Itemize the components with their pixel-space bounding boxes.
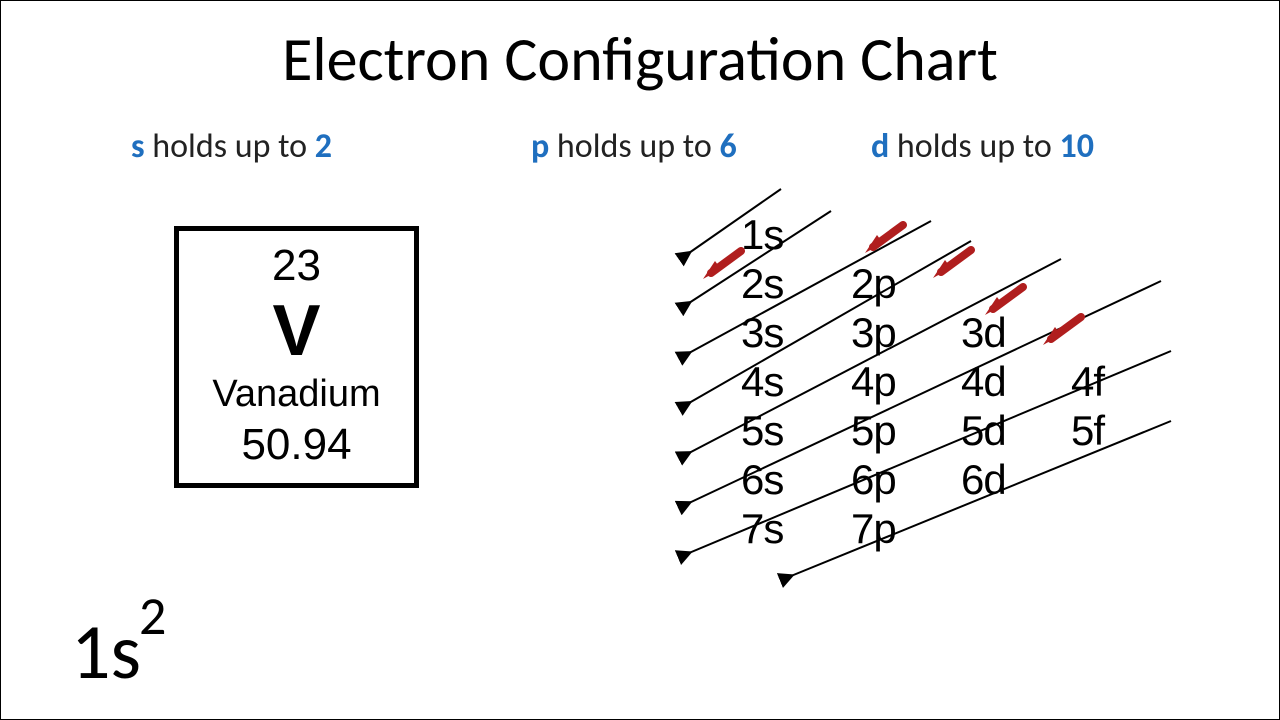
orbital-label: 3d [961,309,1006,357]
subshell-cap-p: 6 [719,126,736,167]
config-base: 1s [71,604,141,699]
page-title: Electron Configuration Chart [1,21,1279,97]
orbital-label: 3s [741,309,783,357]
element-mass: 50.94 [179,420,414,470]
orbital-label: 2p [851,260,896,308]
orbital-label: 5d [961,407,1006,455]
element-box: 23 V Vanadium 50.94 [174,226,419,488]
element-atomic-number: 23 [179,241,414,291]
subshell-text-s: holds up to [145,126,315,167]
orbital-label: 2s [741,260,783,308]
subshell-info-d: d holds up to 10 [871,126,1094,167]
subshell-letter-s: s [131,126,145,167]
orbital-label: 5f [1071,407,1104,455]
aufbau-diagram: 1s2s 2p 3s 3p 3d 4s 4p 4d 4f 5s 5p 5d 5f 6s 6p 6d 7s 7p [701,211,1201,591]
orbital-label: 4p [851,358,896,406]
element-name: Vanadium [179,373,414,416]
subshell-cap-s: 2 [315,126,332,167]
orbital-label: 5s [741,407,783,455]
subshell-cap-d: 10 [1059,126,1093,167]
orbital-label: 3p [851,309,896,357]
orbital-label: 4s [741,358,783,406]
config-exponent: 2 [139,583,166,649]
orbital-label: 4d [961,358,1006,406]
orbital-label: 1s [741,211,783,259]
element-symbol: V [179,295,414,367]
subshell-letter-p: p [531,126,549,167]
orbital-label: 6s [741,456,783,504]
orbital-label: 4f [1071,358,1104,406]
orbital-label: 6p [851,456,896,504]
electron-config: 1s2 [71,604,168,699]
subshell-letter-d: d [871,126,889,167]
subshell-info-s: s holds up to 2 [131,126,332,167]
orbital-label: 6d [961,456,1006,504]
orbital-label: 7s [741,505,783,553]
orbital-label: 7p [851,505,896,553]
subshell-info-p: p holds up to 6 [531,126,737,167]
subshell-text-p: holds up to [549,126,719,167]
subshell-text-d: holds up to [889,126,1059,167]
orbital-label: 5p [851,407,896,455]
